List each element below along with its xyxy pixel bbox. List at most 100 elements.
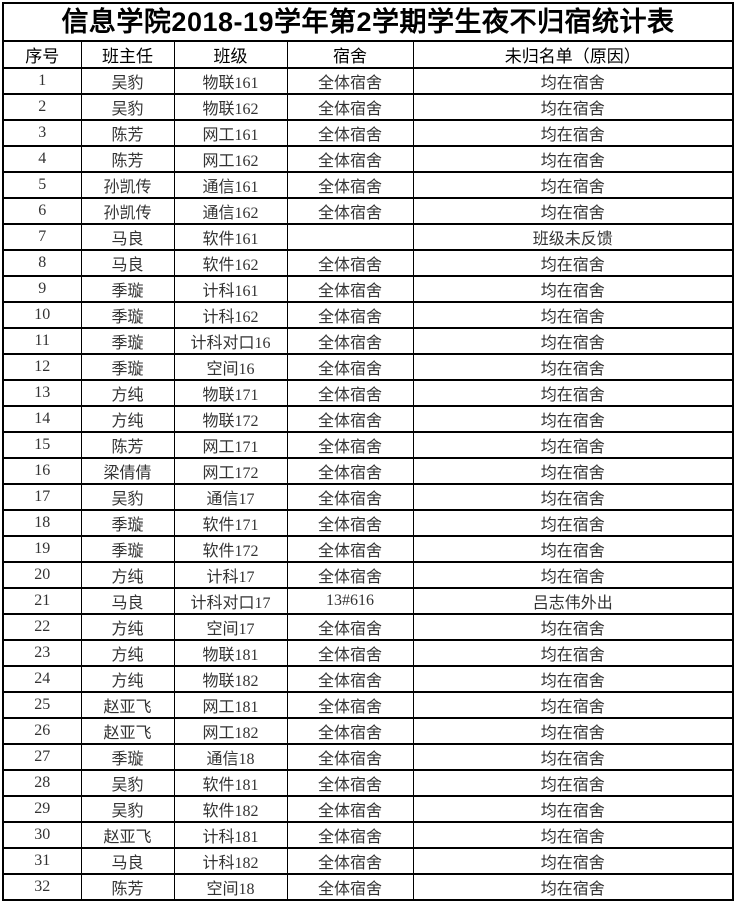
cell-class: 空间17 xyxy=(173,613,288,641)
cell-class: 计科161 xyxy=(173,275,288,303)
cell-reason: 均在宿舍 xyxy=(412,301,734,329)
table-row: 15 陈芳 网工171 全体宿舍 均在宿舍 xyxy=(2,431,734,459)
cell-teacher: 方纯 xyxy=(80,665,175,693)
cell-index: 16 xyxy=(2,457,82,485)
table-body: 1 吴豹 物联161 全体宿舍 均在宿舍 2 吴豹 物联162 全体宿舍 均在宿舍 3 陈芳 网工161… xyxy=(2,67,734,901)
cell-dorm: 全体宿舍 xyxy=(286,717,414,745)
table-row: 4 陈芳 网工162 全体宿舍 均在宿舍 xyxy=(2,145,734,173)
cell-reason: 均在宿舍 xyxy=(412,639,734,667)
cell-index: 11 xyxy=(2,327,82,355)
cell-teacher: 方纯 xyxy=(80,379,175,407)
cell-class: 通信162 xyxy=(173,197,288,225)
cell-teacher: 陈芳 xyxy=(80,431,175,459)
cell-dorm: 全体宿舍 xyxy=(286,769,414,797)
cell-dorm: 全体宿舍 xyxy=(286,691,414,719)
col-header-index: 序号 xyxy=(2,40,82,69)
cell-teacher: 方纯 xyxy=(80,561,175,589)
cell-index: 21 xyxy=(2,587,82,615)
cell-reason: 均在宿舍 xyxy=(412,613,734,641)
cell-teacher: 方纯 xyxy=(80,405,175,433)
cell-dorm xyxy=(286,223,414,251)
cell-teacher: 季璇 xyxy=(80,509,175,537)
cell-dorm: 全体宿舍 xyxy=(286,639,414,667)
cell-index: 12 xyxy=(2,353,82,381)
cell-reason: 均在宿舍 xyxy=(412,821,734,849)
cell-dorm: 全体宿舍 xyxy=(286,457,414,485)
cell-dorm: 全体宿舍 xyxy=(286,847,414,875)
cell-dorm: 全体宿舍 xyxy=(286,197,414,225)
cell-class: 计科对口17 xyxy=(173,587,288,615)
cell-reason: 均在宿舍 xyxy=(412,249,734,277)
cell-index: 7 xyxy=(2,223,82,251)
cell-teacher: 季璇 xyxy=(80,535,175,563)
cell-dorm: 全体宿舍 xyxy=(286,67,414,95)
table-row: 26 赵亚飞 网工182 全体宿舍 均在宿舍 xyxy=(2,717,734,745)
cell-teacher: 吴豹 xyxy=(80,769,175,797)
table-row: 2 吴豹 物联162 全体宿舍 均在宿舍 xyxy=(2,93,734,121)
table-row: 20 方纯 计科17 全体宿舍 均在宿舍 xyxy=(2,561,734,589)
table-row: 31 马良 计科182 全体宿舍 均在宿舍 xyxy=(2,847,734,875)
col-header-dorm: 宿舍 xyxy=(286,40,414,69)
cell-dorm: 全体宿舍 xyxy=(286,405,414,433)
cell-class: 网工171 xyxy=(173,431,288,459)
cell-index: 28 xyxy=(2,769,82,797)
cell-class: 计科182 xyxy=(173,847,288,875)
cell-class: 物联181 xyxy=(173,639,288,667)
cell-index: 6 xyxy=(2,197,82,225)
cell-class: 网工161 xyxy=(173,119,288,147)
cell-dorm: 全体宿舍 xyxy=(286,249,414,277)
cell-dorm: 全体宿舍 xyxy=(286,145,414,173)
cell-reason: 均在宿舍 xyxy=(412,457,734,485)
cell-teacher: 陈芳 xyxy=(80,873,175,901)
cell-index: 31 xyxy=(2,847,82,875)
cell-class: 软件181 xyxy=(173,769,288,797)
cell-index: 10 xyxy=(2,301,82,329)
cell-reason: 均在宿舍 xyxy=(412,93,734,121)
cell-dorm: 全体宿舍 xyxy=(286,535,414,563)
table-row: 12 季璇 空间16 全体宿舍 均在宿舍 xyxy=(2,353,734,381)
cell-index: 8 xyxy=(2,249,82,277)
cell-dorm: 全体宿舍 xyxy=(286,93,414,121)
table-row: 1 吴豹 物联161 全体宿舍 均在宿舍 xyxy=(2,67,734,95)
cell-class: 物联162 xyxy=(173,93,288,121)
cell-reason: 均在宿舍 xyxy=(412,717,734,745)
cell-teacher: 季璇 xyxy=(80,353,175,381)
cell-teacher: 陈芳 xyxy=(80,145,175,173)
table-row: 6 孙凯传 通信162 全体宿舍 均在宿舍 xyxy=(2,197,734,225)
cell-teacher: 陈芳 xyxy=(80,119,175,147)
cell-reason: 均在宿舍 xyxy=(412,379,734,407)
cell-class: 网工172 xyxy=(173,457,288,485)
cell-index: 18 xyxy=(2,509,82,537)
report-title: 信息学院2018-19学年第2学期学生夜不归宿统计表 xyxy=(2,2,734,40)
cell-reason: 班级未反馈 xyxy=(412,223,734,251)
cell-class: 计科对口16 xyxy=(173,327,288,355)
cell-teacher: 吴豹 xyxy=(80,67,175,95)
col-header-teacher: 班主任 xyxy=(80,40,175,69)
cell-teacher: 赵亚飞 xyxy=(80,717,175,745)
cell-class: 计科181 xyxy=(173,821,288,849)
cell-dorm: 全体宿舍 xyxy=(286,509,414,537)
cell-dorm: 全体宿舍 xyxy=(286,613,414,641)
cell-dorm: 全体宿舍 xyxy=(286,301,414,329)
cell-dorm: 全体宿舍 xyxy=(286,483,414,511)
cell-index: 22 xyxy=(2,613,82,641)
cell-index: 30 xyxy=(2,821,82,849)
cell-reason: 均在宿舍 xyxy=(412,197,734,225)
cell-dorm: 全体宿舍 xyxy=(286,119,414,147)
cell-class: 网工182 xyxy=(173,717,288,745)
cell-teacher: 马良 xyxy=(80,847,175,875)
table-row: 9 季璇 计科161 全体宿舍 均在宿舍 xyxy=(2,275,734,303)
cell-reason: 均在宿舍 xyxy=(412,353,734,381)
cell-index: 1 xyxy=(2,67,82,95)
cell-class: 物联182 xyxy=(173,665,288,693)
cell-class: 物联161 xyxy=(173,67,288,95)
cell-index: 14 xyxy=(2,405,82,433)
cell-teacher: 吴豹 xyxy=(80,93,175,121)
table-row: 16 梁倩倩 网工172 全体宿舍 均在宿舍 xyxy=(2,457,734,485)
cell-index: 26 xyxy=(2,717,82,745)
cell-reason: 均在宿舍 xyxy=(412,171,734,199)
cell-class: 空间18 xyxy=(173,873,288,901)
col-header-reason: 未归名单（原因） xyxy=(412,40,734,69)
cell-teacher: 季璇 xyxy=(80,743,175,771)
cell-teacher: 吴豹 xyxy=(80,795,175,823)
